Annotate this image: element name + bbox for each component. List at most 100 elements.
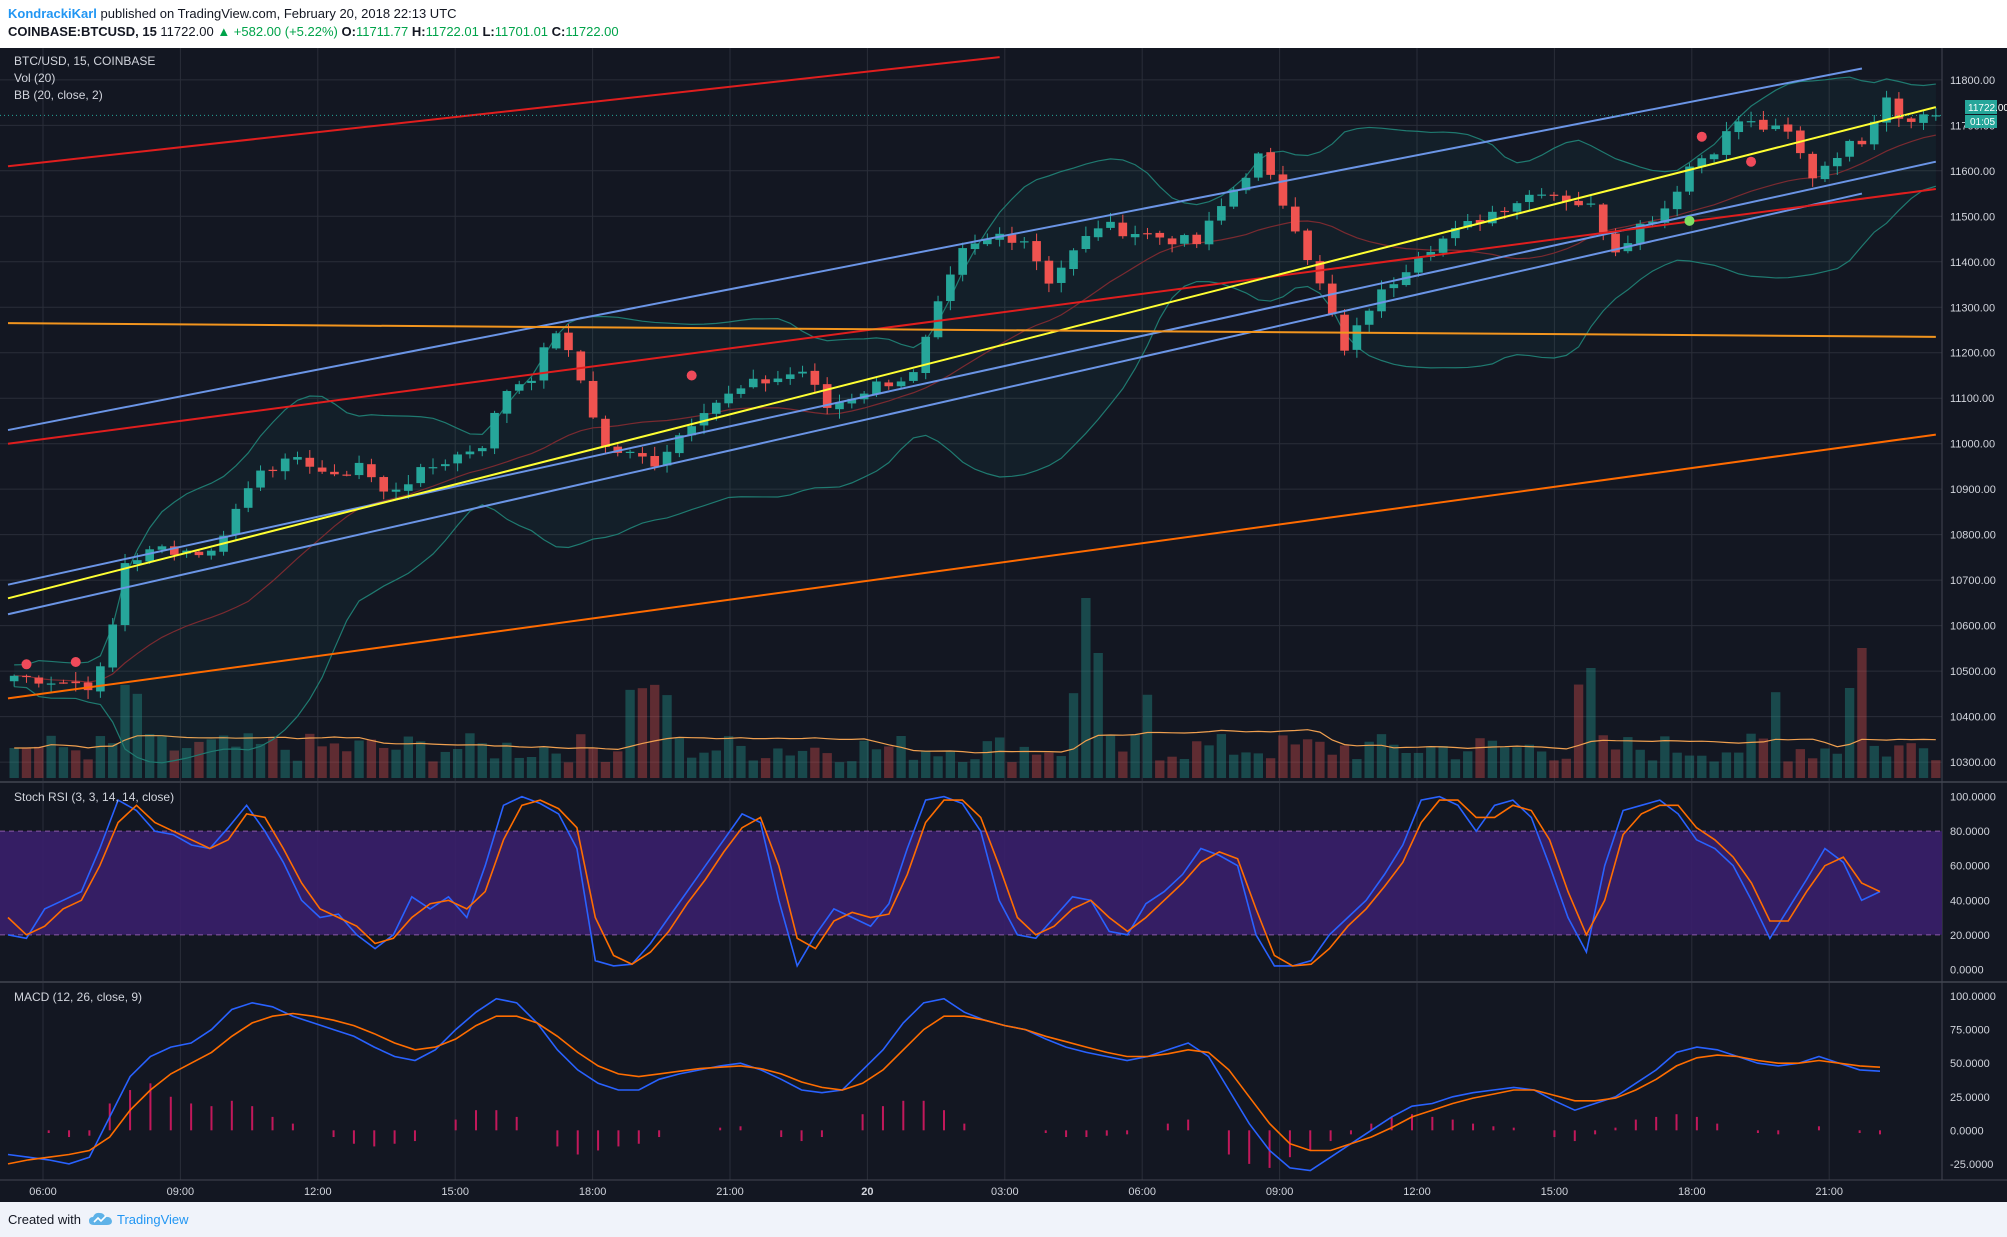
volume-bar bbox=[1278, 735, 1288, 778]
chart-background bbox=[0, 48, 2007, 1202]
candle-body bbox=[970, 243, 980, 250]
price-tick-label: 11200.00 bbox=[1950, 348, 1995, 360]
candle-body bbox=[1672, 191, 1682, 210]
trendlines[interactable] bbox=[0, 56, 1942, 700]
volume-bar bbox=[1167, 756, 1177, 778]
time-tick-label: 12:00 bbox=[304, 1186, 332, 1198]
high-label: H: bbox=[411, 24, 426, 39]
candle-body bbox=[1598, 204, 1608, 233]
rsi-tick-label: 100.0000 bbox=[1950, 792, 1996, 804]
stoch-rsi-pane[interactable] bbox=[0, 795, 1942, 968]
volume-bar bbox=[1931, 760, 1941, 778]
volume-bar bbox=[711, 750, 721, 778]
candle-body bbox=[157, 546, 167, 550]
candle-body bbox=[724, 393, 733, 404]
candle-body bbox=[1919, 114, 1928, 123]
candle-body bbox=[822, 384, 832, 408]
rsi-tick-label: 20.0000 bbox=[1950, 930, 1990, 942]
volume-bar bbox=[1339, 745, 1350, 778]
volume-bar bbox=[1290, 744, 1300, 778]
candle-body bbox=[391, 489, 401, 492]
candle-body bbox=[1093, 228, 1103, 238]
countdown-tag-text: 01:05 bbox=[1970, 117, 1995, 128]
candle-body bbox=[280, 458, 290, 472]
volume-bar bbox=[994, 737, 1005, 778]
volume-bar bbox=[1463, 751, 1473, 778]
sell-signal-marker bbox=[1696, 131, 1707, 142]
candle-body bbox=[231, 508, 241, 535]
macd-pane[interactable] bbox=[7, 997, 1881, 1172]
rsi-tick-label: 80.0000 bbox=[1950, 826, 1990, 838]
macd-macd-line bbox=[7, 997, 1881, 1172]
time-tick-label: 09:00 bbox=[1266, 1186, 1294, 1198]
volume-bar bbox=[810, 747, 820, 778]
volume-bar bbox=[1389, 744, 1399, 778]
volume-bar bbox=[970, 759, 980, 778]
candle-body bbox=[884, 382, 894, 387]
volume-bar bbox=[1118, 751, 1128, 778]
volume-bar bbox=[551, 753, 561, 778]
candle-body bbox=[1130, 233, 1140, 238]
candle-body bbox=[1352, 325, 1362, 350]
candle-body bbox=[909, 372, 918, 381]
candle-body bbox=[1734, 121, 1744, 133]
candle-body bbox=[1931, 115, 1941, 117]
candle-body bbox=[1327, 283, 1337, 314]
candle-body bbox=[1808, 153, 1817, 179]
volume-bar bbox=[760, 758, 771, 778]
candle-body bbox=[675, 435, 684, 454]
volume-bar bbox=[1500, 747, 1510, 778]
volume-bar bbox=[1204, 745, 1214, 778]
candle-body bbox=[1204, 220, 1214, 245]
candle-body bbox=[1906, 118, 1916, 122]
candle-body bbox=[1106, 221, 1115, 228]
candle-body bbox=[1722, 131, 1731, 155]
volume-bar bbox=[1475, 738, 1485, 778]
candle-body bbox=[133, 560, 142, 565]
author-link[interactable]: KondrackiKarl bbox=[8, 6, 97, 21]
candle-body bbox=[576, 351, 586, 381]
volume-bar bbox=[1807, 758, 1818, 778]
volume-bar bbox=[1524, 744, 1535, 778]
volume-bar bbox=[379, 747, 389, 778]
price-tick-label: 11100.00 bbox=[1950, 393, 1994, 405]
candle-body bbox=[958, 248, 967, 275]
volume-bar bbox=[613, 751, 623, 778]
rsi-tick-label: 60.0000 bbox=[1950, 861, 1990, 873]
candle-body bbox=[194, 551, 204, 556]
volume-bar bbox=[1450, 759, 1461, 778]
sell-signal-marker bbox=[1746, 156, 1757, 167]
volume-bar bbox=[157, 736, 167, 778]
published-info: published on TradingView.com, February 2… bbox=[100, 6, 457, 21]
candle-body bbox=[1882, 97, 1891, 123]
candle-body bbox=[699, 413, 709, 426]
volume-bar bbox=[1364, 741, 1374, 778]
time-tick-label: 12:00 bbox=[1403, 1186, 1431, 1198]
rsi-title: Stoch RSI (3, 3, 14, 14, close) bbox=[14, 790, 174, 804]
volume-bar bbox=[489, 758, 500, 778]
candle-body bbox=[1525, 194, 1534, 203]
candle-body bbox=[1167, 238, 1177, 245]
volume-bar bbox=[1746, 733, 1756, 778]
time-tick-label: 15:00 bbox=[441, 1186, 469, 1198]
high-value: 11722.01 bbox=[425, 24, 479, 39]
candle-body bbox=[1660, 208, 1670, 223]
low-label: L: bbox=[482, 24, 495, 39]
chart-canvas[interactable]: 11800.0011700.0011600.0011500.0011400.00… bbox=[0, 48, 2007, 1202]
time-tick-label: 21:00 bbox=[716, 1186, 744, 1198]
candle-body bbox=[539, 347, 549, 381]
candle-body bbox=[354, 462, 364, 476]
candle-body bbox=[1032, 241, 1041, 262]
candle-body bbox=[1894, 98, 1904, 119]
volume-bar bbox=[1302, 739, 1313, 778]
sell-signal-marker bbox=[686, 370, 697, 381]
candle-body bbox=[256, 470, 265, 488]
volume-bar bbox=[1623, 737, 1633, 778]
candle-body bbox=[601, 418, 610, 447]
tradingview-link[interactable]: TradingView bbox=[117, 1212, 189, 1227]
candle-body bbox=[440, 464, 450, 467]
volume-bar bbox=[539, 747, 549, 778]
candle-body bbox=[748, 378, 758, 388]
volume-bar bbox=[1549, 760, 1559, 778]
candle-body bbox=[1648, 221, 1657, 224]
